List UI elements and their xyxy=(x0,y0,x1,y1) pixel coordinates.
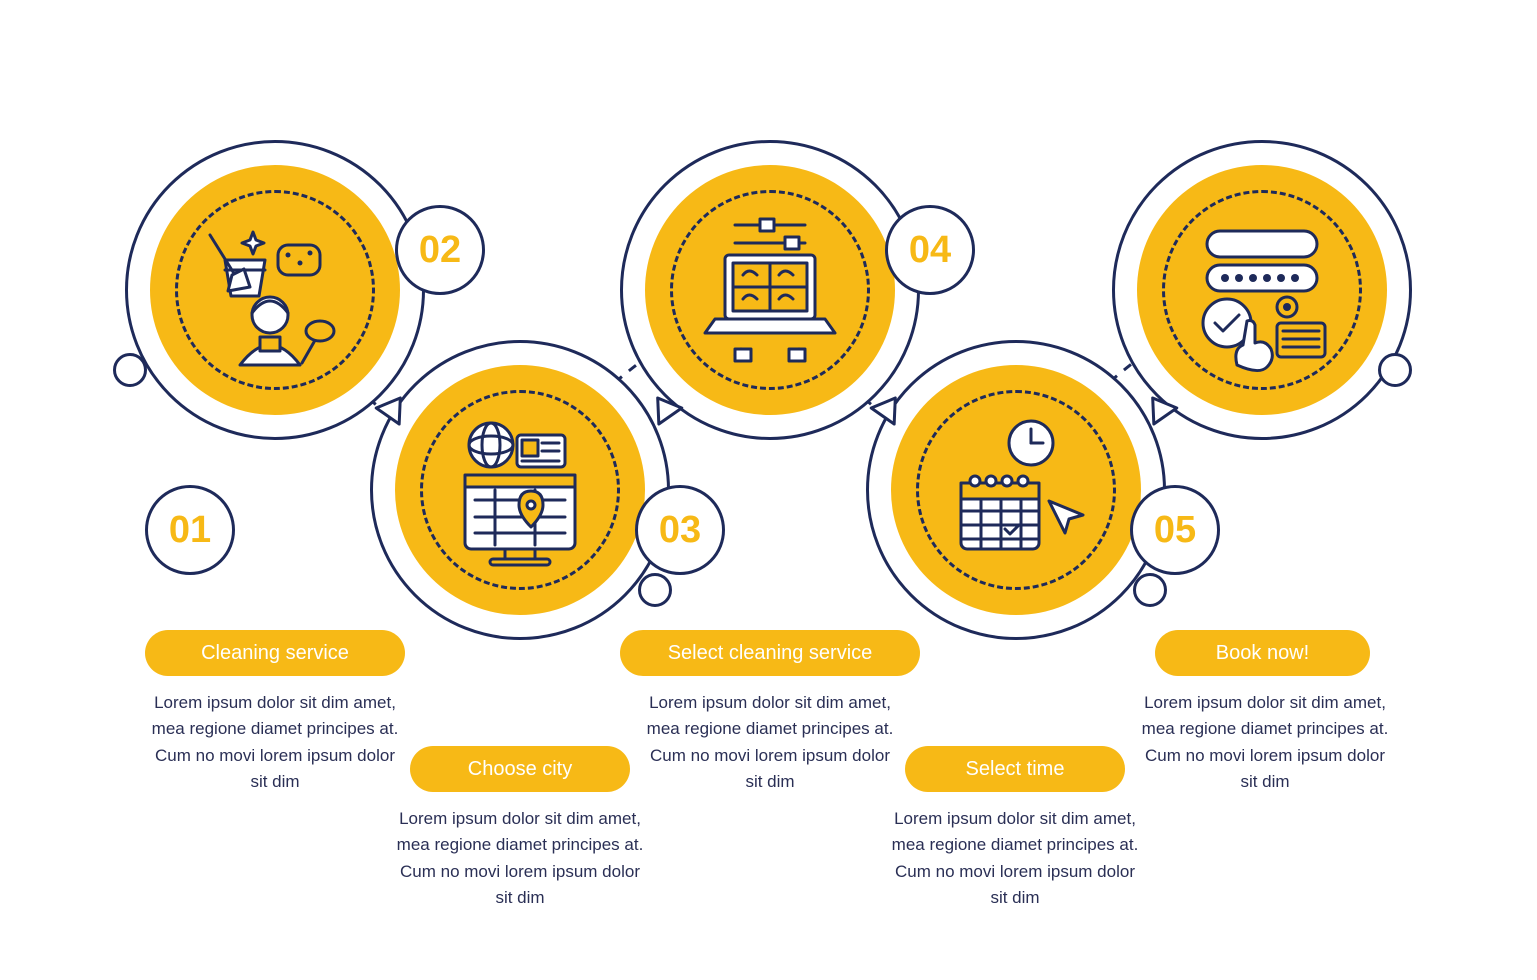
step-5-title-pill: Book now! xyxy=(1155,630,1370,676)
step-4-number-badge: 04 xyxy=(885,205,975,295)
step-2-description: Lorem ipsum dolor sit dim amet, mea regi… xyxy=(390,806,650,911)
step-3-laptop-icon xyxy=(685,205,855,375)
step-2-title-pill: Choose city xyxy=(410,746,630,792)
step-3-description: Lorem ipsum dolor sit dim amet, mea regi… xyxy=(640,690,900,795)
step-5-number-badge: 05 xyxy=(1130,485,1220,575)
step-2-number-badge: 02 xyxy=(395,205,485,295)
step-1-connector-dot xyxy=(113,353,147,387)
step-2-connector-dot xyxy=(638,573,672,607)
step-4-calendar-icon xyxy=(931,405,1101,575)
step-1-cleaning-icon xyxy=(190,205,360,375)
step-5-description: Lorem ipsum dolor sit dim amet, mea regi… xyxy=(1135,690,1395,795)
step-4-description: Lorem ipsum dolor sit dim amet, mea regi… xyxy=(885,806,1145,911)
step-2-city-icon xyxy=(435,405,605,575)
step-3-title-pill: Select cleaning service xyxy=(620,630,920,676)
step-1-number-badge: 01 xyxy=(145,485,235,575)
step-3-number-badge: 03 xyxy=(635,485,725,575)
step-5-book-icon xyxy=(1177,205,1347,375)
step-1-title-pill: Cleaning service xyxy=(145,630,405,676)
step-4-title-pill: Select time xyxy=(905,746,1125,792)
step-4-connector-dot xyxy=(1133,573,1167,607)
infographic-stage: 01 Cleaning service Lorem ipsum dolor sit … xyxy=(0,0,1537,980)
step-1-description: Lorem ipsum dolor sit dim amet, mea regi… xyxy=(145,690,405,795)
step-5-connector-dot xyxy=(1378,353,1412,387)
